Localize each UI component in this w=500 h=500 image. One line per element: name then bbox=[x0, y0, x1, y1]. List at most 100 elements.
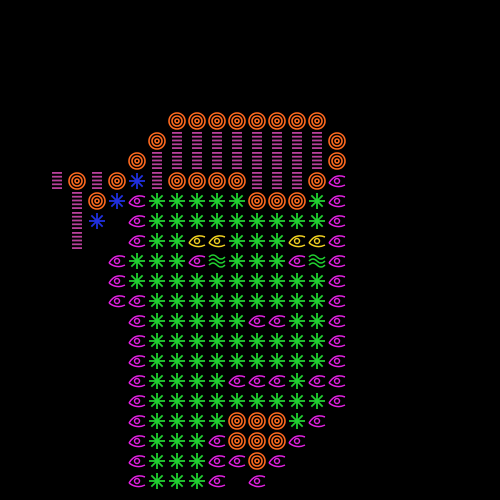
eye-outline bbox=[328, 195, 346, 208]
map-tile bbox=[328, 315, 346, 328]
stripe bbox=[152, 172, 162, 174]
ring bbox=[294, 198, 300, 204]
map-tile bbox=[229, 393, 245, 409]
map-tile bbox=[209, 393, 225, 409]
star-ray bbox=[290, 214, 304, 228]
map-tile bbox=[128, 415, 146, 428]
stripe bbox=[192, 152, 202, 154]
eye-pupil bbox=[313, 417, 321, 425]
map-tile bbox=[192, 132, 202, 149]
eye-outline bbox=[308, 375, 326, 388]
map-tile bbox=[128, 215, 146, 228]
map-tile bbox=[229, 293, 245, 309]
star-ray bbox=[130, 254, 144, 268]
ring bbox=[208, 112, 226, 130]
ring bbox=[268, 192, 286, 210]
stripe bbox=[192, 163, 202, 166]
stripe bbox=[152, 179, 162, 182]
stripe bbox=[172, 167, 182, 169]
eye-pupil bbox=[113, 297, 121, 305]
ring bbox=[331, 135, 343, 147]
map-tile bbox=[149, 313, 165, 329]
star-ray bbox=[210, 194, 224, 208]
star-ray bbox=[190, 214, 204, 228]
eye-outline bbox=[128, 435, 146, 448]
map-tile bbox=[189, 333, 205, 349]
star-ray bbox=[290, 414, 304, 428]
star-ray bbox=[210, 294, 224, 308]
stripe bbox=[152, 187, 162, 189]
ring bbox=[211, 175, 223, 187]
star-ray bbox=[150, 414, 164, 428]
star-ray bbox=[310, 274, 324, 288]
ring bbox=[294, 118, 300, 124]
stripe bbox=[72, 219, 82, 222]
map-tile bbox=[212, 132, 222, 149]
map-tile bbox=[188, 255, 206, 268]
stripe bbox=[292, 187, 302, 189]
star-ray bbox=[290, 294, 304, 308]
map-tile bbox=[229, 213, 245, 229]
map-tile bbox=[149, 293, 165, 309]
ring bbox=[251, 195, 263, 207]
eye-outline bbox=[328, 175, 346, 188]
map-tile bbox=[189, 413, 205, 429]
map-tile bbox=[149, 213, 165, 229]
map-tile bbox=[208, 475, 226, 488]
star-ray bbox=[250, 394, 264, 408]
map-tile bbox=[72, 212, 82, 229]
stripe bbox=[172, 135, 182, 138]
ring bbox=[274, 438, 280, 444]
ring bbox=[94, 198, 100, 204]
ring bbox=[251, 115, 263, 127]
stripe bbox=[172, 132, 182, 134]
map-tile bbox=[128, 295, 146, 308]
ring bbox=[194, 178, 200, 184]
eye-outline bbox=[288, 435, 306, 448]
eye-pupil bbox=[253, 317, 261, 325]
stripe bbox=[292, 132, 302, 134]
stripe bbox=[72, 195, 82, 198]
ring bbox=[214, 118, 220, 124]
map-tile bbox=[308, 375, 326, 388]
ring bbox=[328, 132, 346, 150]
map-tile bbox=[328, 295, 346, 308]
map-tile bbox=[209, 213, 225, 229]
map-tile bbox=[248, 412, 266, 430]
star-ray bbox=[230, 314, 244, 328]
map-tile bbox=[128, 152, 146, 170]
ring bbox=[148, 132, 166, 150]
star-ray bbox=[190, 394, 204, 408]
star-ray bbox=[310, 294, 324, 308]
map-tile bbox=[169, 413, 185, 429]
stripe bbox=[232, 163, 242, 166]
ring bbox=[154, 138, 160, 144]
star-ray bbox=[250, 214, 264, 228]
star-ray bbox=[170, 254, 184, 268]
map-tile bbox=[292, 172, 302, 189]
ring bbox=[328, 152, 346, 170]
map-tile bbox=[92, 172, 102, 189]
star-ray bbox=[310, 194, 324, 208]
map-tile bbox=[189, 353, 205, 369]
eye-pupil bbox=[273, 377, 281, 385]
map-tile bbox=[309, 393, 325, 409]
wave bbox=[308, 254, 326, 260]
map-tile bbox=[148, 132, 166, 150]
stripe bbox=[272, 167, 282, 169]
ring bbox=[254, 118, 260, 124]
map-tile bbox=[208, 112, 226, 130]
map-tile bbox=[108, 172, 126, 190]
wave bbox=[208, 262, 226, 268]
ring bbox=[74, 178, 80, 184]
star-ray bbox=[170, 294, 184, 308]
stripe bbox=[292, 152, 302, 154]
stripe bbox=[72, 199, 82, 202]
ring bbox=[268, 432, 286, 450]
star-ray bbox=[230, 294, 244, 308]
map-tile bbox=[169, 433, 185, 449]
map-tile bbox=[129, 173, 145, 189]
ring bbox=[234, 418, 240, 424]
stripe bbox=[52, 187, 62, 189]
ring bbox=[291, 195, 303, 207]
